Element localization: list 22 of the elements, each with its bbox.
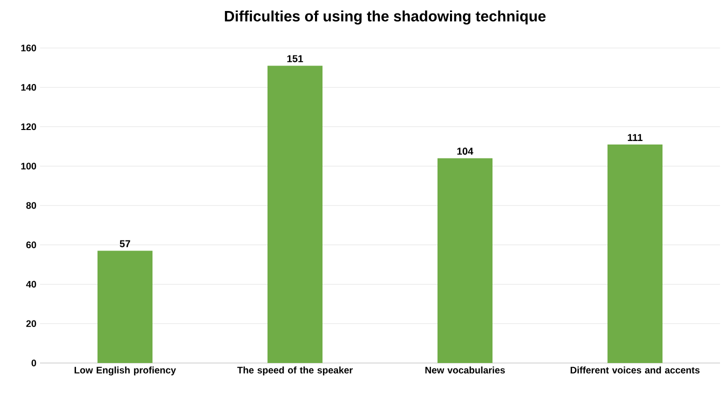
bar xyxy=(608,144,663,363)
y-tick-label: 120 xyxy=(21,123,36,130)
data-label: 57 xyxy=(120,240,130,248)
y-tick-label: 60 xyxy=(26,242,36,248)
bar xyxy=(438,158,493,363)
y-tick-label: 160 xyxy=(21,44,36,52)
data-label: 111 xyxy=(628,134,642,141)
y-tick-label: 40 xyxy=(26,280,36,288)
data-label: 151 xyxy=(287,55,304,62)
x-tick-label: Different voices and accents xyxy=(570,366,700,374)
bar xyxy=(98,250,152,363)
x-tick-label: The speed of the speaker xyxy=(237,366,353,376)
y-tick-label: 100 xyxy=(21,162,36,170)
chart-title: Difficulties of using the shadowing technique xyxy=(224,10,546,25)
data-label: 104 xyxy=(457,148,474,155)
x-tick-label: New vocabularies xyxy=(425,366,505,374)
y-tick-label: 80 xyxy=(26,202,36,209)
y-tick-label: 140 xyxy=(21,84,36,91)
y-tick-label: 20 xyxy=(26,320,36,327)
x-tick-label: Low English profiency xyxy=(74,366,176,376)
y-tick-label: 0 xyxy=(32,360,36,366)
bar xyxy=(268,66,323,363)
